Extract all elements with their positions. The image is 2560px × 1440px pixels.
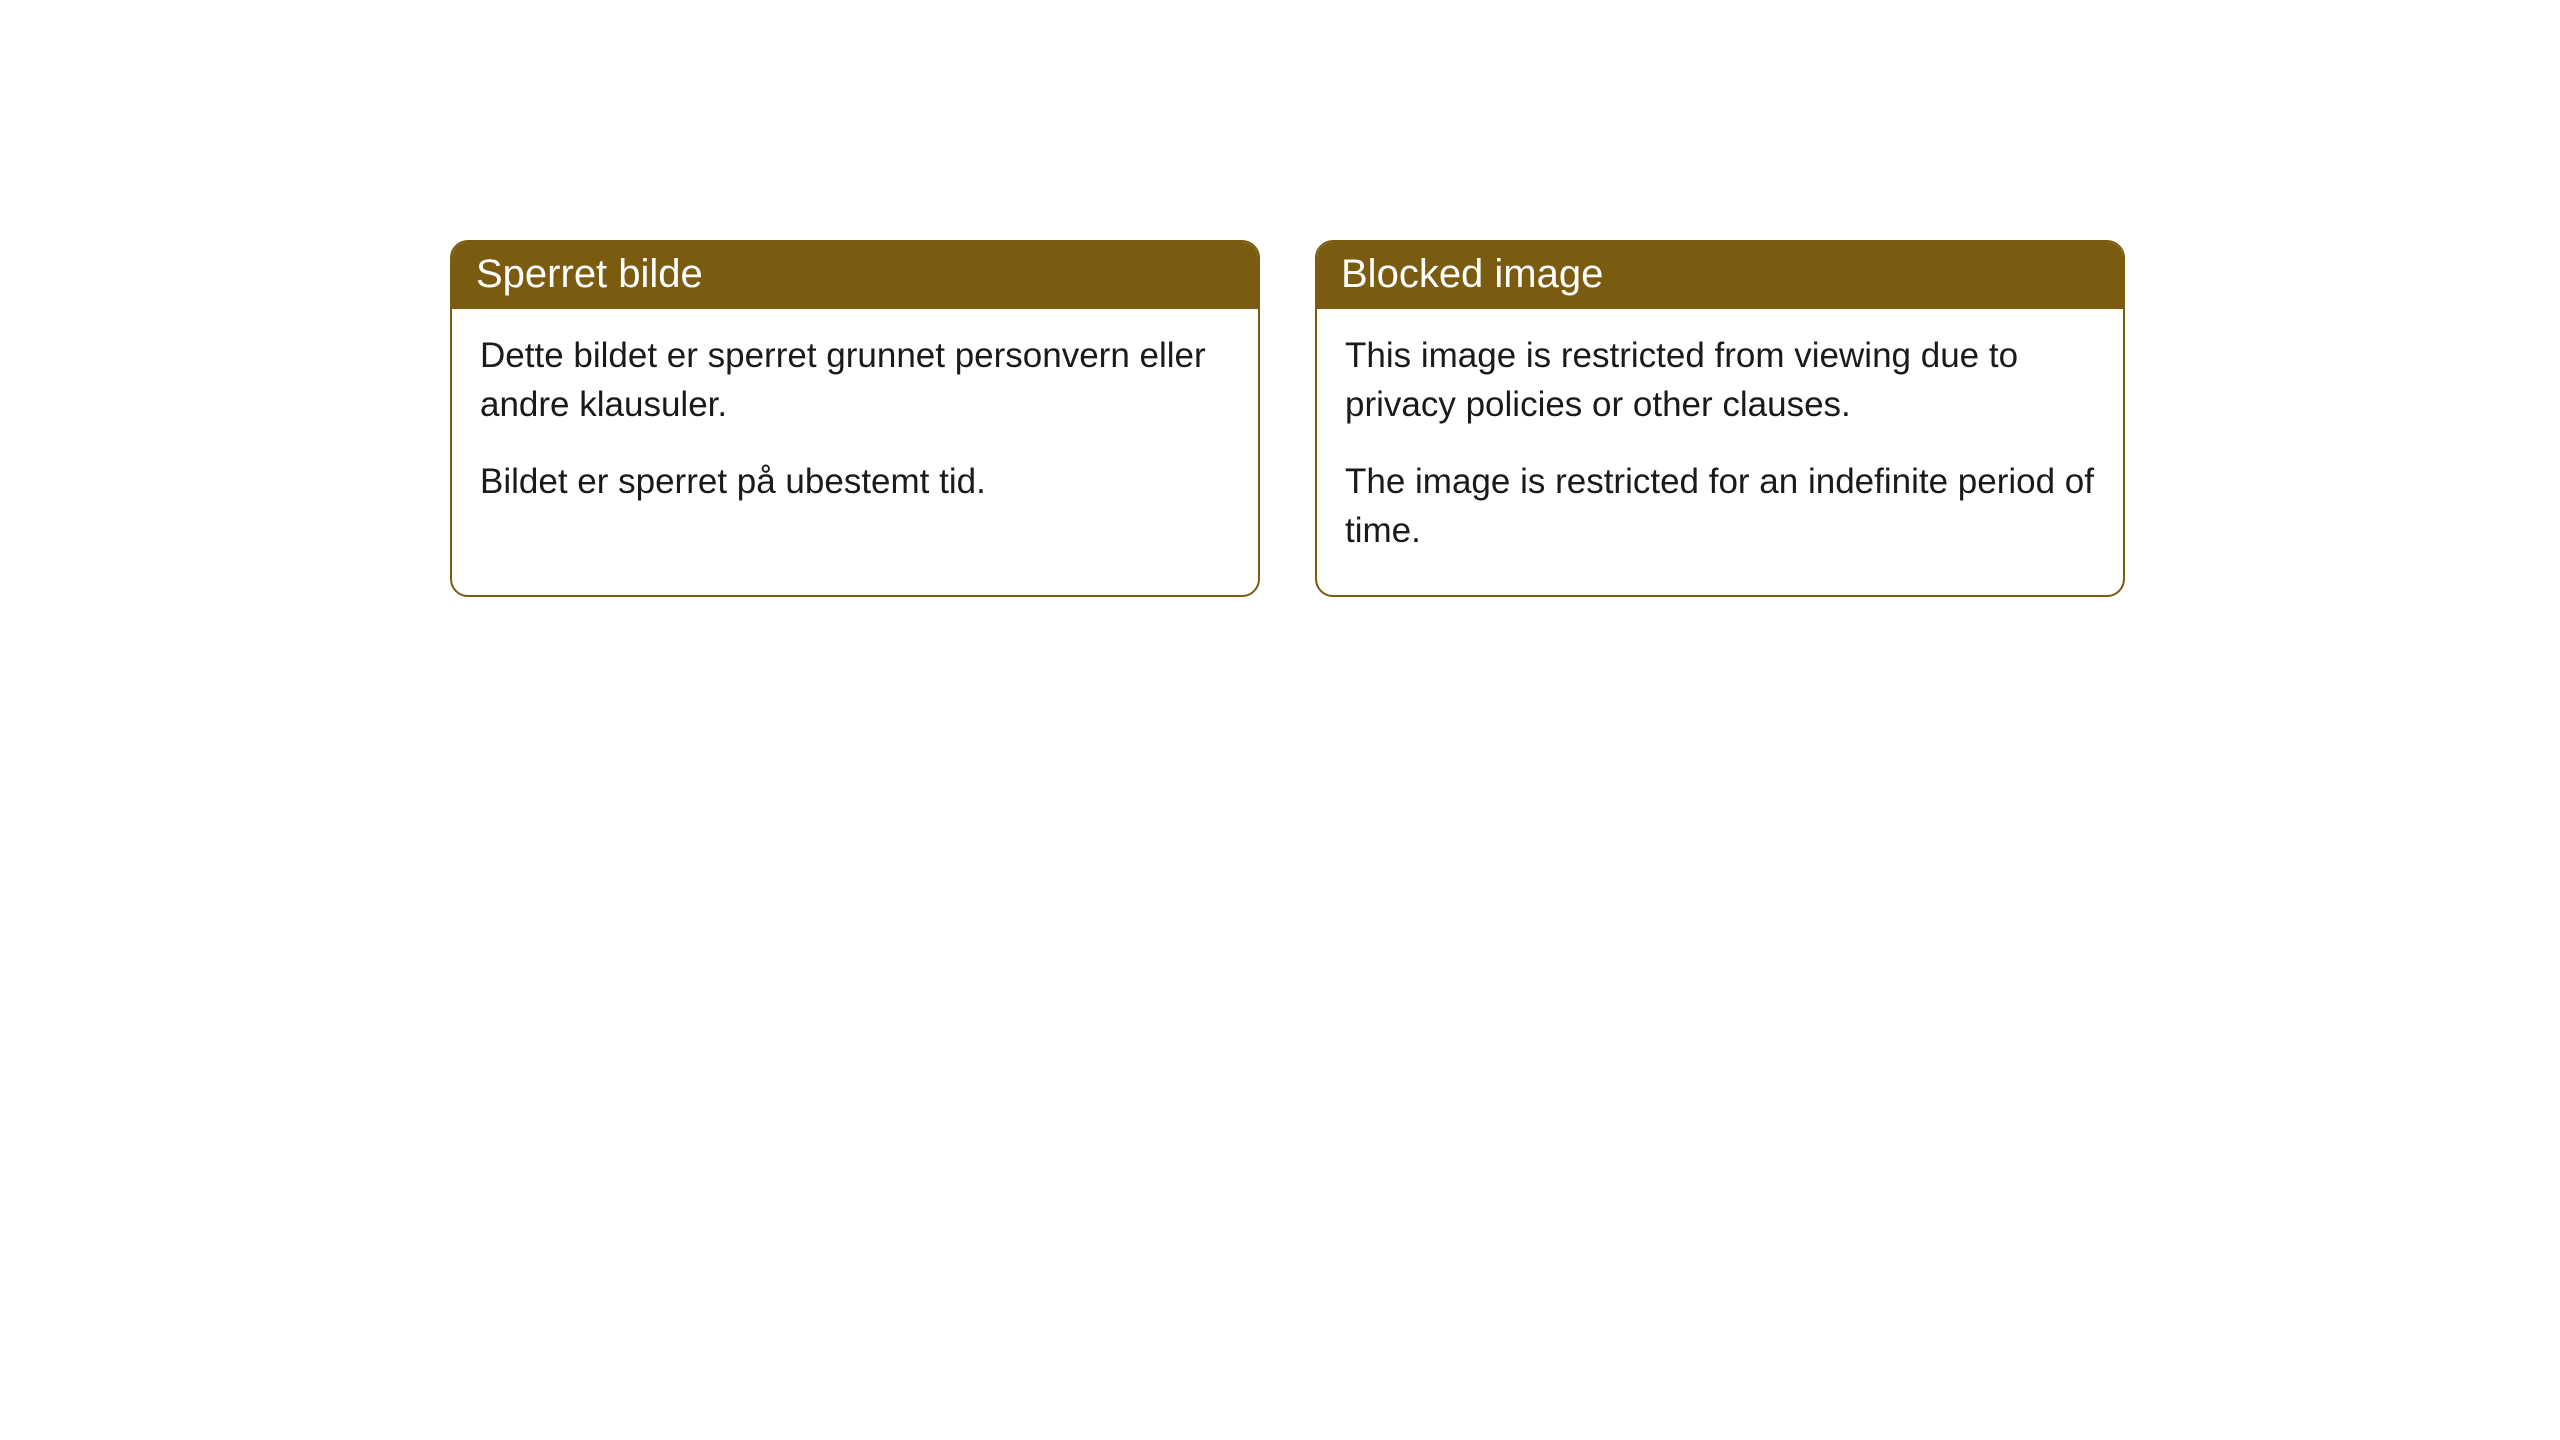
card-header-english: Blocked image — [1317, 242, 2123, 309]
card-body-english: This image is restricted from viewing du… — [1317, 309, 2123, 595]
card-paragraph-2-norwegian: Bildet er sperret på ubestemt tid. — [480, 457, 1230, 506]
card-paragraph-2-english: The image is restricted for an indefinit… — [1345, 457, 2095, 555]
card-body-norwegian: Dette bildet er sperret grunnet personve… — [452, 309, 1258, 546]
card-paragraph-1-english: This image is restricted from viewing du… — [1345, 331, 2095, 429]
card-title-norwegian: Sperret bilde — [476, 252, 703, 296]
card-header-norwegian: Sperret bilde — [452, 242, 1258, 309]
notice-cards-container: Sperret bilde Dette bildet er sperret gr… — [450, 240, 2125, 597]
card-title-english: Blocked image — [1341, 252, 1603, 296]
notice-card-english: Blocked image This image is restricted f… — [1315, 240, 2125, 597]
notice-card-norwegian: Sperret bilde Dette bildet er sperret gr… — [450, 240, 1260, 597]
card-paragraph-1-norwegian: Dette bildet er sperret grunnet personve… — [480, 331, 1230, 429]
